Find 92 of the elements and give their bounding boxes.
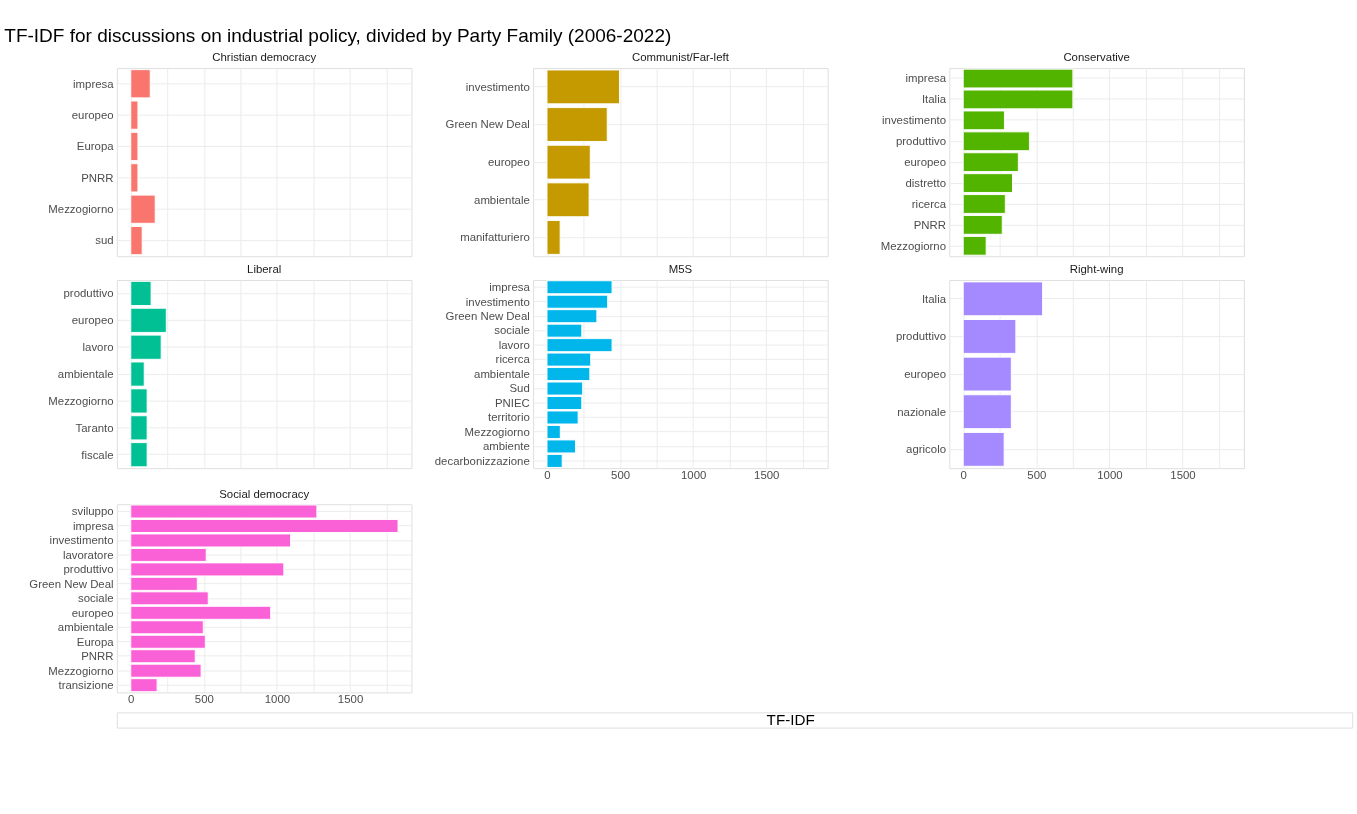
y-tick-label: Taranto <box>75 421 114 434</box>
text: TF-IDF <box>766 710 815 728</box>
x-tick-label: 1000 <box>264 693 291 706</box>
x-tick-label: 0 <box>128 693 135 706</box>
chart-title: Social democracy <box>219 487 310 500</box>
y-tick-label: sud <box>95 234 114 247</box>
chart-title: M5S <box>668 263 693 276</box>
bar <box>546 144 591 180</box>
y-tick-label: investimento <box>465 80 530 93</box>
y-tick-label: investimento <box>465 295 530 308</box>
y-tick-label: Green New Deal <box>445 309 530 322</box>
x-tick-label: 1000 <box>681 469 707 482</box>
x-tick-label: 1500 <box>754 469 780 482</box>
y-tick-label: europeo <box>904 155 946 168</box>
y-tick-label: europeo <box>71 108 114 121</box>
x-tick-label: 500 <box>1027 469 1047 482</box>
bar <box>130 225 143 256</box>
chart-title: Right-wing <box>1069 263 1124 276</box>
bar <box>130 280 152 307</box>
x-tick-label: 500 <box>194 693 214 706</box>
text: TF-IDF for discussions on industrial policy, divided by Party Family (2006-2022) <box>4 24 672 46</box>
y-tick-label: ricerca <box>911 197 947 210</box>
y-tick-label: Italia <box>921 93 947 106</box>
y-tick-label: PNRR <box>913 218 946 231</box>
bar <box>962 356 1012 392</box>
y-tick-label: ambientale <box>474 367 530 380</box>
y-tick-label: nazionale <box>897 405 946 418</box>
bar <box>130 131 139 162</box>
y-tick-label: Green New Deal <box>445 118 530 131</box>
y-tick-label: Europa <box>76 140 115 153</box>
y-tick-label: europeo <box>71 314 114 327</box>
y-tick-label: ambientale <box>474 193 530 206</box>
y-tick-label: impresa <box>73 519 115 532</box>
y-tick-label: lavoro <box>498 338 530 351</box>
y-tick-label: impresa <box>73 77 115 90</box>
bar <box>546 69 620 105</box>
y-tick-label: ambientale <box>57 621 114 634</box>
y-tick-label: impresa <box>489 281 531 294</box>
y-tick-label: Mezzogiorno <box>880 239 946 252</box>
x-tick-label: 0 <box>544 469 551 482</box>
y-tick-label: transizione <box>58 678 114 691</box>
y-tick-label: Green New Deal <box>29 577 114 590</box>
y-tick-label: produttivo <box>63 287 114 300</box>
bar <box>546 107 608 142</box>
chart-title: Christian democracy <box>212 51 317 64</box>
y-tick-label: produttivo <box>63 563 114 576</box>
y-tick-label: Sud <box>509 382 530 395</box>
y-tick-label: lavoro <box>82 341 114 353</box>
y-tick-label: investimento <box>49 534 114 547</box>
y-tick-label: territorio <box>488 411 530 424</box>
y-tick-label: Italia <box>921 292 947 305</box>
y-tick-label: ambiente <box>482 440 530 453</box>
chart-title: Liberal <box>247 263 282 276</box>
y-tick-label: produttivo <box>895 330 946 343</box>
y-tick-label: europeo <box>904 367 946 380</box>
chart-title: Communist/Far-left <box>631 51 730 64</box>
y-tick-label: Mezzogiorno <box>48 203 114 215</box>
y-tick-label: investimento <box>882 114 946 127</box>
bar <box>962 281 1044 317</box>
y-tick-label: lavoratore <box>62 548 114 561</box>
y-tick-label: distretto <box>905 176 946 189</box>
x-tick-label: 1000 <box>1097 469 1123 482</box>
x-tick-label: 0 <box>960 469 967 482</box>
x-tick-label: 1500 <box>337 693 364 706</box>
x-tick-label: 500 <box>611 469 631 482</box>
bar <box>962 431 1005 467</box>
bar <box>546 220 561 255</box>
y-tick-label: Mezzogiorno <box>48 664 114 677</box>
y-tick-label: PNIEC <box>494 396 530 409</box>
y-tick-label: sociale <box>494 324 530 337</box>
y-tick-label: decarbonizzazione <box>434 454 530 467</box>
y-tick-label: agricolo <box>906 443 946 456</box>
y-tick-label: impresa <box>905 72 947 85</box>
y-tick-label: manifatturiero <box>460 231 530 244</box>
y-tick-label: europeo <box>487 155 530 168</box>
y-tick-label: fiscale <box>81 448 114 461</box>
y-tick-label: ambientale <box>57 367 114 380</box>
y-tick-label: Europa <box>76 635 115 648</box>
y-tick-label: sviluppo <box>71 505 114 518</box>
x-tick-label: 1500 <box>1170 469 1196 482</box>
y-tick-label: sociale <box>78 592 114 605</box>
y-tick-label: PNRR <box>81 171 114 184</box>
bar <box>546 182 590 218</box>
y-tick-label: PNRR <box>81 650 114 663</box>
chart-title: Conservative <box>1063 51 1130 64</box>
bar <box>962 319 1017 354</box>
bar <box>962 394 1012 430</box>
y-tick-label: ricerca <box>495 353 531 366</box>
y-tick-label: europeo <box>71 606 114 619</box>
y-tick-label: produttivo <box>895 135 946 148</box>
y-tick-label: Mezzogiorno <box>48 394 114 407</box>
y-tick-label: Mezzogiorno <box>464 425 530 438</box>
